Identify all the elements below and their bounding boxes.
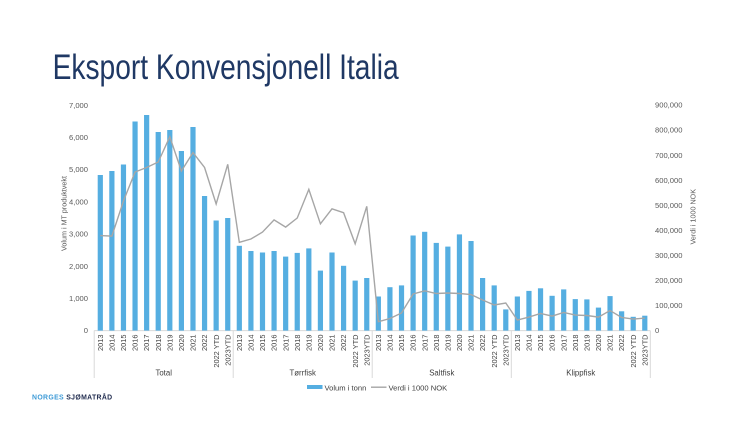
svg-text:2013: 2013: [374, 335, 383, 351]
svg-text:2013: 2013: [513, 335, 522, 351]
svg-text:Verdi i 1000 NOK: Verdi i 1000 NOK: [389, 383, 448, 392]
svg-text:2017: 2017: [281, 335, 290, 351]
svg-text:600,000: 600,000: [655, 176, 682, 185]
svg-text:Volum i MT produktvekt: Volum i MT produktvekt: [60, 176, 69, 251]
svg-text:2021: 2021: [467, 335, 476, 351]
svg-text:2019: 2019: [443, 335, 452, 351]
svg-text:2016: 2016: [548, 335, 557, 351]
svg-text:NORGES SJØMATRÅD: NORGES SJØMATRÅD: [32, 393, 113, 402]
svg-text:2022: 2022: [200, 335, 209, 351]
svg-text:800,000: 800,000: [655, 126, 682, 135]
svg-text:0: 0: [84, 326, 88, 335]
svg-text:900,000: 900,000: [655, 101, 682, 110]
svg-text:2014: 2014: [107, 335, 116, 351]
svg-text:2014: 2014: [386, 335, 395, 351]
svg-text:2018: 2018: [432, 335, 441, 351]
svg-text:2014: 2014: [525, 335, 534, 351]
svg-text:2023YTD: 2023YTD: [223, 335, 232, 366]
svg-text:2016: 2016: [270, 335, 279, 351]
svg-text:Verdi i 1000 NOK: Verdi i 1000 NOK: [689, 189, 698, 245]
svg-text:Total: Total: [155, 369, 172, 378]
svg-text:5,000: 5,000: [69, 165, 88, 174]
svg-text:2016: 2016: [409, 335, 418, 351]
svg-text:2022: 2022: [339, 335, 348, 351]
svg-text:2015: 2015: [536, 335, 545, 351]
svg-text:2017: 2017: [559, 335, 568, 351]
svg-text:2014: 2014: [247, 335, 256, 351]
svg-text:2023YTD: 2023YTD: [362, 335, 371, 366]
svg-text:2023YTD: 2023YTD: [640, 335, 649, 366]
svg-text:100,000: 100,000: [655, 301, 682, 310]
svg-text:2018: 2018: [154, 335, 163, 351]
svg-text:2022: 2022: [478, 335, 487, 351]
svg-text:2022: 2022: [617, 335, 626, 351]
svg-text:2021: 2021: [606, 335, 615, 351]
svg-text:3,000: 3,000: [69, 230, 88, 239]
svg-text:2020: 2020: [455, 335, 464, 351]
svg-text:Eksport Konvensjonell Italia: Eksport Konvensjonell Italia: [53, 47, 399, 87]
svg-text:2020: 2020: [316, 335, 325, 351]
svg-text:Tørrfisk: Tørrfisk: [289, 369, 316, 378]
svg-text:Volum i tonn: Volum i tonn: [325, 383, 367, 392]
svg-text:2020: 2020: [177, 335, 186, 351]
svg-text:2021: 2021: [328, 335, 337, 351]
svg-text:2021: 2021: [189, 335, 198, 351]
svg-text:2023YTD: 2023YTD: [501, 335, 510, 366]
svg-text:2015: 2015: [258, 335, 267, 351]
svg-text:400,000: 400,000: [655, 226, 682, 235]
svg-text:2015: 2015: [397, 335, 406, 351]
svg-text:300,000: 300,000: [655, 251, 682, 260]
svg-text:700,000: 700,000: [655, 151, 682, 160]
svg-text:2022 YTD: 2022 YTD: [351, 335, 360, 368]
svg-text:2016: 2016: [131, 335, 140, 351]
svg-text:4,000: 4,000: [69, 197, 88, 206]
svg-text:2022 YTD: 2022 YTD: [212, 335, 221, 368]
svg-text:2018: 2018: [571, 335, 580, 351]
svg-text:500,000: 500,000: [655, 201, 682, 210]
svg-text:2013: 2013: [235, 335, 244, 351]
svg-text:2017: 2017: [142, 335, 151, 351]
svg-text:2013: 2013: [96, 335, 105, 351]
svg-text:Saltfisk: Saltfisk: [429, 369, 454, 378]
svg-text:1,000: 1,000: [69, 294, 88, 303]
svg-text:7,000: 7,000: [69, 101, 88, 110]
svg-text:2015: 2015: [119, 335, 128, 351]
svg-text:2020: 2020: [594, 335, 603, 351]
svg-text:2022 YTD: 2022 YTD: [490, 335, 499, 368]
svg-text:2,000: 2,000: [69, 262, 88, 271]
svg-text:2022 YTD: 2022 YTD: [629, 335, 638, 368]
svg-text:2017: 2017: [420, 335, 429, 351]
svg-text:2019: 2019: [165, 335, 174, 351]
svg-text:2018: 2018: [293, 335, 302, 351]
svg-text:Klippfisk: Klippfisk: [566, 369, 595, 378]
svg-text:2019: 2019: [582, 335, 591, 351]
svg-text:200,000: 200,000: [655, 276, 682, 285]
svg-text:6,000: 6,000: [69, 133, 88, 142]
svg-text:0: 0: [655, 326, 659, 335]
svg-text:2019: 2019: [304, 335, 313, 351]
